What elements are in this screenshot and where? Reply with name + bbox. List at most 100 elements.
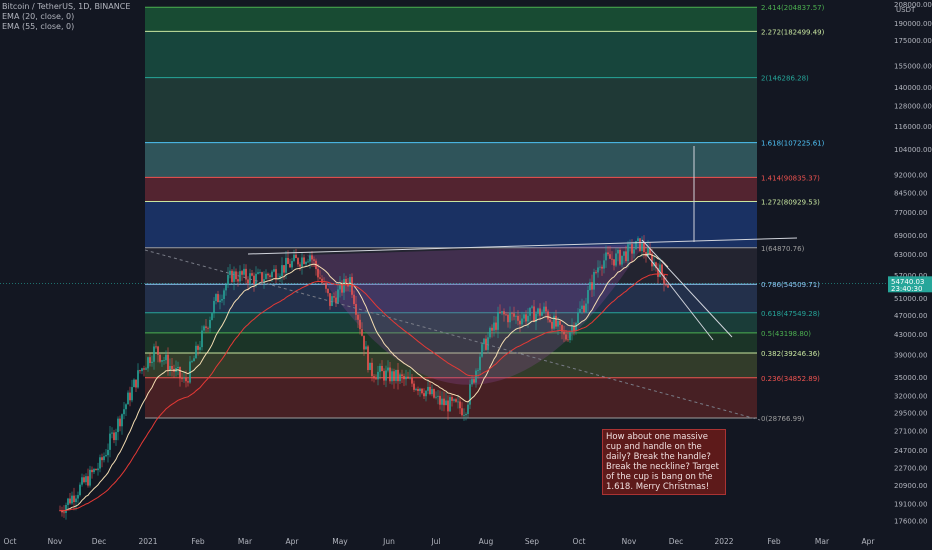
candle-body — [477, 370, 479, 371]
candle-body — [307, 261, 309, 263]
candle-body — [481, 344, 483, 357]
candle-body — [479, 356, 481, 371]
candle-body — [431, 389, 433, 395]
candle-body — [509, 312, 511, 323]
candle-body — [91, 469, 93, 473]
candle-body — [489, 327, 491, 338]
ema20-label: EMA (20, close, 0) — [2, 12, 75, 21]
candle-body — [667, 285, 669, 288]
candle-body — [219, 300, 221, 303]
candle-body — [413, 383, 415, 390]
fib-band — [145, 31, 757, 78]
ema20-line — [59, 253, 669, 512]
y-tick-label: 51000.00 — [894, 295, 927, 303]
candle-body — [327, 288, 329, 294]
candle-body — [549, 319, 551, 322]
candle-body — [211, 313, 213, 320]
candle-body — [343, 278, 345, 293]
legend: Bitcoin / TetherUS, 1D, BINANCE EMA (20,… — [2, 2, 130, 32]
candle-body — [591, 282, 593, 290]
x-tick-label: Aug — [479, 537, 494, 546]
annotation-note[interactable]: How about one massive cup and handle on … — [602, 429, 726, 495]
candle-body — [613, 259, 615, 266]
candle-body — [577, 312, 579, 323]
fib-band — [145, 332, 757, 353]
x-tick-label: Jul — [430, 537, 440, 546]
candle-body — [523, 314, 525, 319]
candle-body — [491, 327, 493, 331]
y-tick-label: 116000.00 — [894, 123, 932, 131]
candle-body — [467, 404, 469, 414]
candle-body — [261, 272, 263, 282]
candle-body — [337, 289, 339, 304]
candle-body — [515, 315, 517, 317]
candle-body — [301, 257, 303, 267]
candle-body — [247, 279, 249, 284]
fib-label: 2(146286.28) — [761, 75, 809, 83]
candle-body — [487, 337, 489, 350]
candle-body — [397, 369, 399, 382]
candle-body — [633, 249, 635, 254]
candle-body — [83, 477, 85, 483]
candle-body — [471, 379, 473, 385]
fib-band — [145, 284, 757, 313]
candle-body — [637, 238, 639, 242]
candle-body — [157, 346, 159, 355]
candle-body — [409, 377, 411, 379]
candle-body — [355, 304, 357, 315]
candle-body — [459, 401, 461, 409]
candle-body — [151, 361, 153, 363]
candle-body — [567, 339, 569, 341]
candle-body — [257, 272, 259, 274]
y-tick-label: 22700.00 — [894, 464, 927, 472]
candle-body — [101, 457, 103, 461]
candle-body — [603, 260, 605, 269]
candle-body — [639, 238, 641, 251]
fib-band — [145, 177, 757, 202]
candle-body — [79, 484, 81, 496]
candle-body — [583, 305, 585, 313]
candle-body — [377, 371, 379, 380]
candle-body — [197, 345, 199, 350]
candle-body — [119, 418, 121, 427]
candle-body — [369, 362, 371, 370]
handle-upper-line — [641, 239, 733, 338]
candle-body — [661, 264, 663, 276]
candle-body — [271, 271, 273, 277]
candle-body — [163, 360, 165, 361]
candle-body — [291, 260, 293, 268]
candle-body — [285, 257, 287, 273]
candle-body — [297, 258, 299, 265]
candle-body — [131, 387, 133, 401]
candle-body — [435, 396, 437, 398]
fib-label: 2.272(182499.49) — [761, 28, 825, 36]
candle-body — [463, 415, 465, 416]
fib-label: 1.414(90835.37) — [761, 174, 820, 182]
candle-body — [401, 374, 403, 377]
fib-band — [145, 377, 757, 418]
candle-body — [493, 322, 495, 331]
candle-body — [521, 318, 523, 325]
candle-body — [249, 273, 251, 284]
y-tick-label: 69000.00 — [894, 232, 927, 240]
candle-body — [371, 362, 373, 377]
candle-body — [313, 259, 315, 261]
candle-body — [541, 311, 543, 316]
candle-body — [179, 366, 181, 379]
candle-body — [161, 360, 163, 362]
candle-body — [581, 305, 583, 310]
x-tick-label: Feb — [767, 537, 781, 546]
candle-body — [555, 315, 557, 327]
candle-body — [213, 300, 215, 314]
candle-body — [417, 388, 419, 391]
candle-body — [347, 284, 349, 287]
candle-body — [531, 306, 533, 308]
candle-body — [551, 321, 553, 329]
candle-body — [565, 334, 567, 340]
price-tag-bg — [888, 276, 932, 293]
y-tick-label: 104000.00 — [894, 146, 932, 154]
y-tick-label: 57000.00 — [894, 272, 927, 280]
candle-body — [647, 248, 649, 257]
